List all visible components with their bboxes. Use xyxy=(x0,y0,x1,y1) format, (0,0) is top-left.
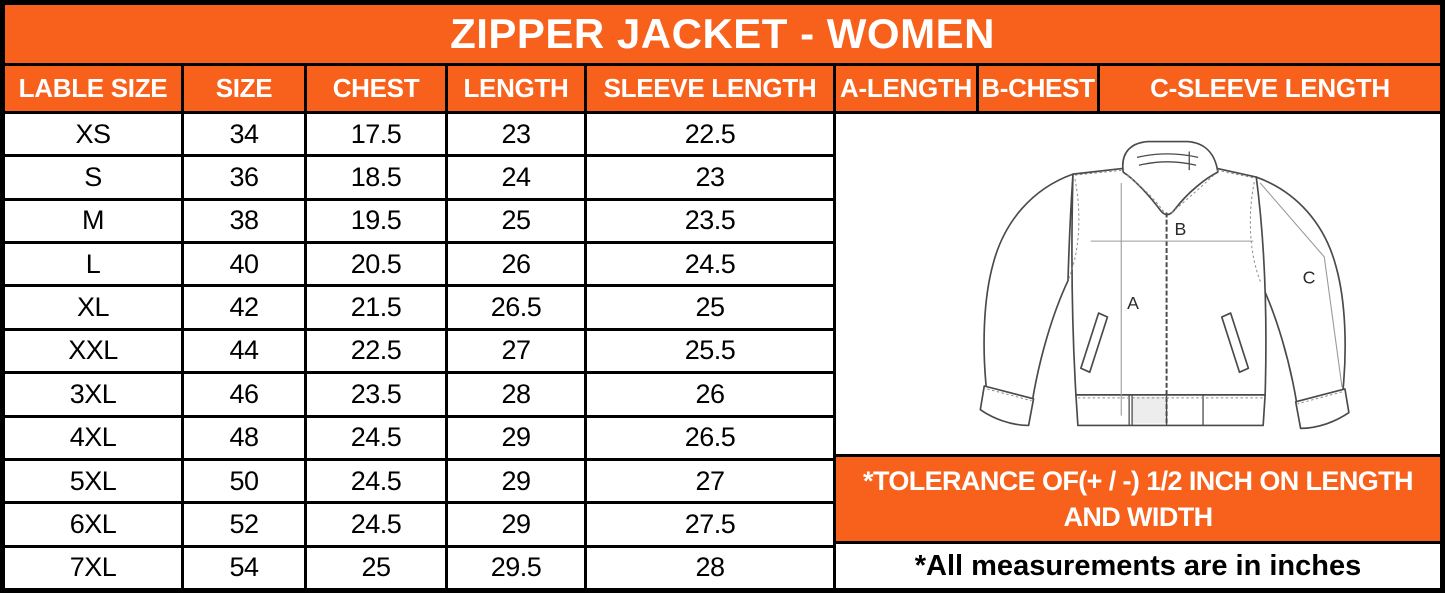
measure-label-c: C xyxy=(1303,268,1316,288)
jacket-collar xyxy=(1121,140,1219,216)
column-header-row: LABLE SIZE SIZE CHEST LENGTH SLEEVE LENG… xyxy=(5,66,1440,111)
col-header-length: LENGTH xyxy=(448,66,584,111)
col-header-c-sleeve-length: C-SLEEVE LENGTH xyxy=(1100,66,1440,111)
measure-line-c xyxy=(1259,182,1343,388)
units-note: *All measurements are in inches xyxy=(836,544,1440,588)
cell-label: L xyxy=(5,244,181,285)
jacket-right-pocket xyxy=(1220,312,1250,374)
right-armhole-seam xyxy=(1249,181,1262,284)
cell-sleeve: 28 xyxy=(587,547,833,588)
cell-sleeve: 23 xyxy=(587,157,833,198)
collar-stitches xyxy=(1126,174,1215,214)
cell-label: 5XL xyxy=(5,460,181,502)
cell-sleeve: 25 xyxy=(587,287,833,328)
cell-size: 54 xyxy=(184,547,304,588)
cell-label: 6XL xyxy=(5,504,181,545)
jacket-left-sleeve xyxy=(983,173,1074,401)
cell-size: 36 xyxy=(184,157,304,198)
cell-chest: 21.5 xyxy=(307,287,445,328)
cell-length: 25 xyxy=(448,200,584,242)
cell-length: 24 xyxy=(448,157,584,198)
cell-chest: 24.5 xyxy=(307,504,445,545)
cell-length: 23 xyxy=(448,114,584,155)
jacket-diagram-cell: A B C xyxy=(836,114,1440,454)
cell-sleeve: 27.5 xyxy=(587,504,833,545)
cell-length: 26.5 xyxy=(448,287,584,328)
col-header-b-chest: B-CHEST xyxy=(979,66,1097,111)
cell-chest: 25 xyxy=(307,547,445,588)
cell-label: 7XL xyxy=(5,547,181,588)
cell-label: S xyxy=(5,157,181,198)
cell-chest: 22.5 xyxy=(307,330,445,372)
col-header-chest: CHEST xyxy=(307,66,445,111)
col-header-sleeve-length: SLEEVE LENGTH xyxy=(587,66,833,111)
cell-chest: 20.5 xyxy=(307,244,445,285)
cell-chest: 17.5 xyxy=(307,114,445,155)
cell-size: 44 xyxy=(184,330,304,372)
cell-length: 26 xyxy=(448,244,584,285)
cell-sleeve: 27 xyxy=(587,460,833,502)
col-header-lable-size: LABLE SIZE xyxy=(5,66,181,111)
hem-band-seams xyxy=(1128,394,1204,426)
cell-size: 38 xyxy=(184,200,304,242)
cell-label: XS xyxy=(5,114,181,155)
cell-sleeve: 22.5 xyxy=(587,114,833,155)
cell-size: 34 xyxy=(184,114,304,155)
jacket-hem-band xyxy=(1075,394,1266,427)
tolerance-note: *TOLERANCE OF(+ / -) 1/2 INCH ON LENGTH … xyxy=(836,457,1440,541)
cell-label: XXL xyxy=(5,330,181,372)
cell-size: 48 xyxy=(184,417,304,458)
jacket-left-cuff xyxy=(979,385,1035,427)
collar-inner-band xyxy=(1136,151,1199,171)
jacket-left-pocket xyxy=(1080,312,1109,374)
diagram-and-notes: A B C *TOLERANCE OF(+ / -) 1/2 INCH ON L… xyxy=(836,114,1440,588)
cell-size: 52 xyxy=(184,504,304,545)
cell-size: 42 xyxy=(184,287,304,328)
chart-title: ZIPPER JACKET - WOMEN xyxy=(5,5,1440,63)
cell-length: 27 xyxy=(448,330,584,372)
cell-length: 29.5 xyxy=(448,547,584,588)
cell-label: XL xyxy=(5,287,181,328)
cell-chest: 23.5 xyxy=(307,374,445,415)
jacket-diagram: A B C xyxy=(979,140,1350,430)
cell-label: 4XL xyxy=(5,417,181,458)
cell-length: 29 xyxy=(448,504,584,545)
left-armhole-seam xyxy=(1067,178,1080,281)
col-header-a-length: A-LENGTH xyxy=(836,66,976,111)
measure-label-a: A xyxy=(1127,293,1139,313)
cell-size: 40 xyxy=(184,244,304,285)
col-header-size: SIZE xyxy=(184,66,304,111)
hem-shaded-panel xyxy=(1132,396,1167,424)
cell-size: 46 xyxy=(184,374,304,415)
cell-sleeve: 24.5 xyxy=(587,244,833,285)
jacket-right-cuff xyxy=(1294,388,1350,430)
cell-sleeve: 25.5 xyxy=(587,330,833,372)
cell-length: 29 xyxy=(448,460,584,502)
cell-size: 50 xyxy=(184,460,304,502)
cell-sleeve: 26.5 xyxy=(587,417,833,458)
shoulder-seams xyxy=(1074,169,1255,179)
cell-label: M xyxy=(5,200,181,242)
size-table: XS 34 17.5 23 22.5 S 36 18.5 24 23 M 38 … xyxy=(5,114,833,588)
cell-chest: 18.5 xyxy=(307,157,445,198)
tolerance-note-line1: *TOLERANCE OF(+ / -) 1/2 INCH ON LENGTH xyxy=(863,465,1413,496)
cell-chest: 24.5 xyxy=(307,460,445,502)
table-body: XS 34 17.5 23 22.5 S 36 18.5 24 23 M 38 … xyxy=(5,114,1440,588)
jacket-right-sleeve xyxy=(1255,176,1346,404)
cell-length: 28 xyxy=(448,374,584,415)
cell-label: 3XL xyxy=(5,374,181,415)
cell-sleeve: 26 xyxy=(587,374,833,415)
tolerance-note-line2: AND WIDTH xyxy=(1063,502,1213,532)
cell-length: 29 xyxy=(448,417,584,458)
cell-chest: 19.5 xyxy=(307,200,445,242)
cell-sleeve: 23.5 xyxy=(587,200,833,242)
cell-chest: 24.5 xyxy=(307,417,445,458)
measure-label-b: B xyxy=(1174,219,1186,239)
